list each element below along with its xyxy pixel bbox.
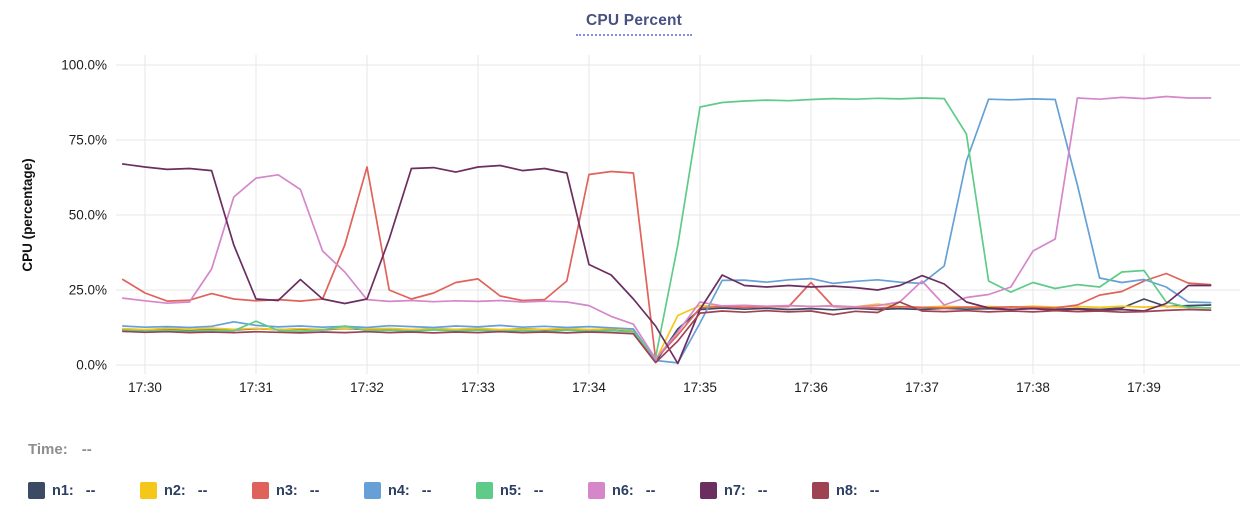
series-line-n4 — [121, 98, 1212, 364]
chart-legend: n1: -- n2: -- n3: -- n4: -- n5: -- n6: -- n7: -- n8: -- — [28, 482, 924, 499]
legend-value: -- — [869, 482, 880, 499]
x-tick-label: 17:38 — [1016, 380, 1050, 395]
time-readout-row: Time: -- — [28, 441, 92, 458]
series-line-n3 — [121, 166, 1212, 360]
legend-item-n7[interactable]: n7: -- — [700, 482, 812, 499]
legend-label: n5: — [500, 482, 522, 499]
legend-label: n4: — [388, 482, 410, 499]
chart-title[interactable]: CPU Percent — [575, 12, 693, 36]
x-tick-label: 17:37 — [905, 380, 939, 395]
y-tick-label: 50.0% — [69, 208, 107, 223]
x-tick-label: 17:30 — [128, 380, 162, 395]
x-tick-label: 17:36 — [794, 380, 828, 395]
y-axis-title: CPU (percentage) — [20, 158, 35, 271]
y-tick-label: 75.0% — [69, 133, 107, 148]
legend-swatch-n8 — [812, 482, 829, 499]
time-readout-label: Time: — [28, 441, 68, 458]
legend-item-n2[interactable]: n2: -- — [140, 482, 252, 499]
legend-item-n4[interactable]: n4: -- — [364, 482, 476, 499]
legend-item-n6[interactable]: n6: -- — [588, 482, 700, 499]
legend-value: -- — [197, 482, 208, 499]
legend-label: n1: — [52, 482, 74, 499]
legend-item-n8[interactable]: n8: -- — [812, 482, 924, 499]
legend-swatch-n3 — [252, 482, 269, 499]
legend-swatch-n4 — [364, 482, 381, 499]
y-tick-label: 100.0% — [61, 58, 107, 73]
legend-label: n6: — [612, 482, 634, 499]
x-tick-label: 17:35 — [683, 380, 717, 395]
series-line-n5 — [121, 97, 1212, 359]
legend-value: -- — [309, 482, 320, 499]
legend-swatch-n2 — [140, 482, 157, 499]
legend-item-n5[interactable]: n5: -- — [476, 482, 588, 499]
legend-value: -- — [757, 482, 768, 499]
legend-item-n1[interactable]: n1: -- — [28, 482, 140, 499]
legend-swatch-n6 — [588, 482, 605, 499]
legend-swatch-n1 — [28, 482, 45, 499]
legend-item-n3[interactable]: n3: -- — [252, 482, 364, 499]
y-tick-label: 25.0% — [69, 283, 107, 298]
legend-label: n3: — [276, 482, 298, 499]
x-tick-label: 17:31 — [239, 380, 273, 395]
x-tick-label: 17:34 — [572, 380, 606, 395]
legend-value: -- — [645, 482, 656, 499]
series-line-n2 — [121, 303, 1212, 362]
legend-value: -- — [421, 482, 432, 499]
time-readout-value: -- — [81, 441, 92, 458]
legend-value: -- — [533, 482, 544, 499]
legend-label: n2: — [164, 482, 186, 499]
series-line-n7 — [121, 163, 1212, 365]
x-tick-label: 17:32 — [350, 380, 384, 395]
y-tick-label: 0.0% — [76, 358, 107, 373]
legend-label: n8: — [836, 482, 858, 499]
legend-swatch-n5 — [476, 482, 493, 499]
series-line-n8 — [121, 301, 1212, 364]
chart-title-wrap: CPU Percent — [0, 12, 1254, 36]
legend-value: -- — [85, 482, 96, 499]
x-tick-label: 17:39 — [1127, 380, 1161, 395]
cpu-percent-line-chart[interactable]: 0.0% 25.0% 50.0% 75.0% 100.0% 17:30 17:31 17:32… — [0, 0, 1254, 405]
series-line-n6 — [121, 95, 1212, 360]
legend-swatch-n7 — [700, 482, 717, 499]
x-tick-label: 17:33 — [461, 380, 495, 395]
legend-label: n7: — [724, 482, 746, 499]
